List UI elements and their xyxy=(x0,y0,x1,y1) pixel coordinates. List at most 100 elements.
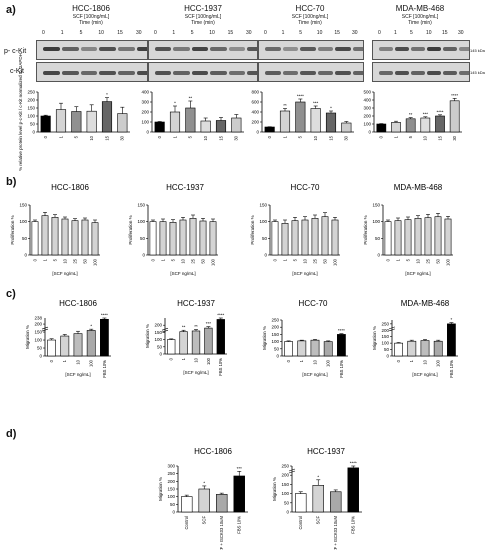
blot-band xyxy=(118,71,135,75)
time-label: 5 xyxy=(410,30,413,36)
chart-title: HCC-1806 xyxy=(194,447,232,456)
bar xyxy=(295,101,306,133)
time-label: 0 xyxy=(378,30,381,36)
bar xyxy=(86,110,97,133)
y-tick-label: 100 xyxy=(271,339,279,344)
x-tick-label: 100 xyxy=(89,359,94,367)
x-tick-label: 100 xyxy=(436,359,441,367)
significance-mark: * xyxy=(90,324,92,329)
y-tick-label: 150 xyxy=(27,106,35,111)
ckit-blot xyxy=(148,62,258,82)
x-tick-label: 50 xyxy=(200,258,205,263)
time-label: 1 xyxy=(60,30,64,36)
y-tick-label: 150 xyxy=(381,334,389,339)
time-label: 30 xyxy=(246,30,252,36)
bar xyxy=(347,467,359,513)
bar xyxy=(159,221,167,256)
y-tick-label: 50 xyxy=(384,347,390,352)
time-label: 30 xyxy=(352,30,358,36)
x-tick-label: 0 xyxy=(157,135,162,138)
blot-band xyxy=(335,47,351,51)
y-axis-label: Proliferation % xyxy=(10,215,15,244)
time-label: 15 xyxy=(117,30,123,36)
blot-band xyxy=(80,47,98,51)
x-tick-label: 10 xyxy=(312,359,317,364)
y-axis-label: Proliferation % xyxy=(363,215,368,244)
blot-band xyxy=(118,47,135,51)
blot-band xyxy=(353,71,363,75)
bar xyxy=(100,318,109,357)
blot-cell-sub: SCF [100ng/mL] xyxy=(291,14,329,20)
y-tick-label: 200 xyxy=(34,322,42,327)
y-tick-label: 100 xyxy=(281,491,289,496)
bar xyxy=(117,113,128,133)
significance-mark: ** xyxy=(189,96,193,101)
time-label: 15 xyxy=(334,30,340,36)
blot-band xyxy=(155,71,172,75)
blot-cell-title: MDA-MB-468 xyxy=(395,4,445,13)
chart-title: HCC-1937 xyxy=(177,299,215,308)
bar xyxy=(31,221,39,256)
bar xyxy=(169,222,177,256)
p-ckit-blot xyxy=(148,40,258,60)
chart-title: HCC-1806 xyxy=(51,183,89,192)
blot-cell-title: HCC-1806 xyxy=(72,4,110,13)
x-axis-label: [SCF ng/mL] xyxy=(412,372,437,377)
chart-title: HCC-70 xyxy=(291,183,320,192)
y-tick-label: 100 xyxy=(141,120,149,125)
panel-d-letter: d) xyxy=(6,428,17,440)
x-tick-label: 1 xyxy=(160,258,165,261)
time-label: 30 xyxy=(458,30,464,36)
bar xyxy=(60,335,70,357)
bar xyxy=(179,331,188,355)
y-tick-label: 250 xyxy=(27,90,35,95)
y-tick-label: 200 xyxy=(27,98,35,103)
y-tick-label: 0 xyxy=(159,352,162,357)
y-tick-label: 250 xyxy=(281,464,289,469)
blot-cell-title: HCC-70 xyxy=(295,4,325,13)
blot-band xyxy=(228,71,245,75)
x-tick-label: 5 xyxy=(52,258,57,261)
blot-band xyxy=(99,47,117,51)
y-axis-label: Migration % xyxy=(272,477,277,501)
x-tick-label: SCF + ISCK03 10uM xyxy=(219,515,224,550)
bar xyxy=(297,340,307,357)
blot-cell-title: HCC-1937 xyxy=(184,4,222,13)
axis-break xyxy=(41,326,49,330)
y-tick-label: 150 xyxy=(19,203,27,208)
x-tick-label: 100 xyxy=(210,258,215,266)
blot-band xyxy=(265,47,281,51)
x-tick-label: 0 xyxy=(286,359,291,362)
axis-break xyxy=(41,328,49,332)
chart-title: MDA-MB-468 xyxy=(401,299,450,308)
x-tick-label: FBS 10% xyxy=(218,358,223,376)
bar xyxy=(281,223,289,256)
x-tick-label: FBS 10% xyxy=(339,360,344,378)
x-tick-label: 0 xyxy=(43,135,48,138)
x-tick-label: 100 xyxy=(445,258,450,266)
y-tick-label: 50 xyxy=(274,346,280,351)
y-tick-label: 150 xyxy=(271,332,279,337)
y-tick-label: 400 xyxy=(251,110,259,115)
bar xyxy=(215,120,227,133)
x-tick-label: 30 xyxy=(344,135,349,140)
time-label: 1 xyxy=(172,30,176,36)
y-tick-label: 0 xyxy=(368,130,371,135)
y-axis-label: Migration % xyxy=(145,324,150,348)
x-tick-label: 10 xyxy=(422,359,427,364)
y-tick-label: 100 xyxy=(259,219,267,224)
x-tick-label: 0 xyxy=(32,258,37,261)
x-tick-label: FBS 10% xyxy=(449,360,454,378)
axis-break xyxy=(388,326,396,330)
x-tick-label: 5 xyxy=(188,135,193,138)
bar xyxy=(404,219,412,256)
y-tick-label: 50 xyxy=(284,500,290,505)
bar xyxy=(55,109,67,133)
x-tick-label: 10 xyxy=(75,359,80,364)
x-tick-label: 10 xyxy=(423,135,428,140)
bar xyxy=(331,219,339,256)
y-axis-label: Migration % xyxy=(262,326,267,350)
y-tick-label: 50 xyxy=(37,346,43,351)
time-label: 5 xyxy=(299,30,302,36)
